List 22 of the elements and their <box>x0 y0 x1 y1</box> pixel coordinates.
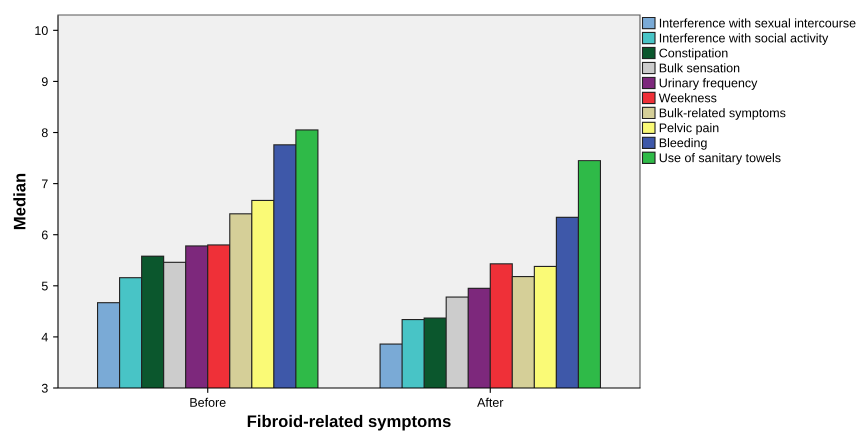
legend-label: Bleeding <box>660 138 707 150</box>
legend-label: Pelvic pain <box>660 123 718 135</box>
legend-label: Interference with sexual intercourse <box>660 18 856 28</box>
y-tick-label: 4 <box>42 332 48 342</box>
legend-label: Bulk sensation <box>660 63 740 72</box>
legend-label: Use of sanitary towels <box>660 153 781 165</box>
y-tick-label: 3 <box>42 384 48 393</box>
y-tick-label: 5 <box>42 282 48 290</box>
x-tick-label: After <box>477 398 504 407</box>
legend-label: Bulk-related symptoms <box>660 108 786 120</box>
y-tick-label: 8 <box>42 128 48 138</box>
legend-label: Urinary frequency <box>660 78 758 90</box>
legend-label: Constipation <box>659 48 728 60</box>
legend-label: Weekness <box>658 93 716 102</box>
x-axis-title: Fibroid-related symptoms <box>248 414 451 430</box>
y-tick-label: 7 <box>42 180 48 188</box>
y-tick-label: 9 <box>42 77 48 86</box>
y-tick-label: 6 <box>42 230 48 240</box>
x-tick-label: Before <box>190 398 226 407</box>
legend-label: Interference with social activity <box>660 33 828 45</box>
y-axis-title: Median <box>13 174 26 230</box>
y-tick-label: 10 <box>35 26 48 35</box>
